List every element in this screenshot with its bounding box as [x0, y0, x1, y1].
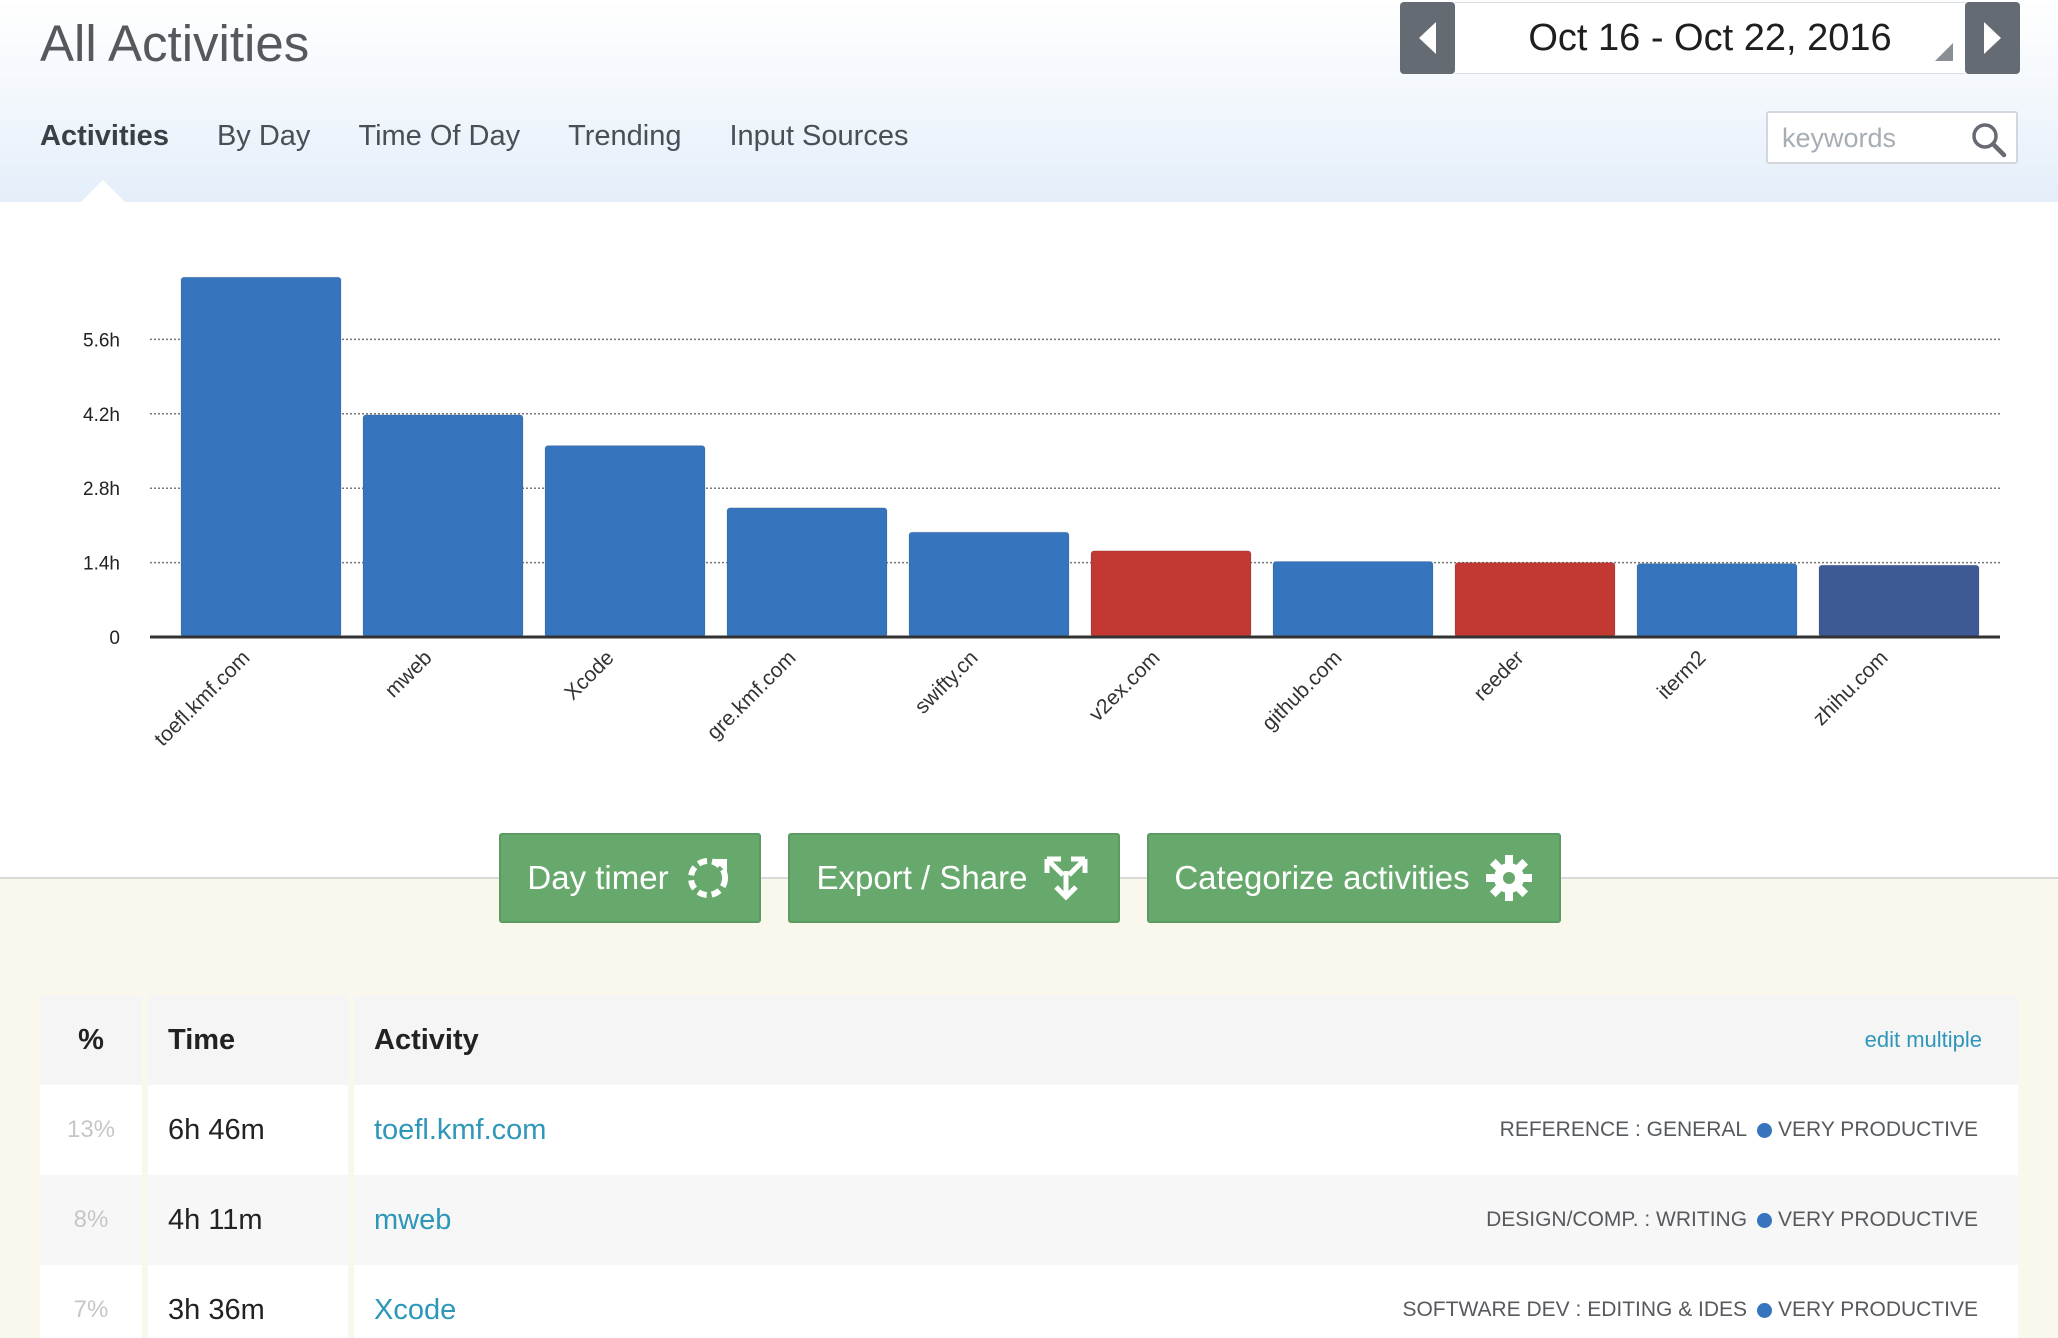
bar-swifty-cn [908, 531, 1070, 638]
table-row: 13% 6h 46m toefl.kmf.com REFERENCE : GEN… [40, 1085, 2018, 1175]
y-tick-label: 5.6h [83, 330, 120, 351]
y-tick-label: 2.8h [83, 479, 120, 500]
x-tick-label: mweb [381, 646, 437, 702]
previous-week-button[interactable] [1400, 2, 1455, 74]
x-tick-label: Xcode [560, 646, 618, 704]
percent-column-header[interactable]: % [40, 995, 142, 1085]
table-row: 8% 4h 11m mweb DESIGN/COMP. : WRITING VE… [40, 1175, 2018, 1265]
edit-multiple-link[interactable]: edit multiple [1864, 1027, 1982, 1052]
category-label: REFERENCE : GENERAL [1499, 1118, 1748, 1141]
time-value: 4h 11m [168, 1203, 263, 1236]
bar-toefl-kmf-com [180, 276, 342, 638]
productivity-label: VERY PRODUCTIVE [1778, 1208, 1978, 1231]
x-tick-label: reeder [1469, 646, 1528, 705]
categorize-activities-button[interactable]: Categorize activities [1147, 833, 1561, 923]
date-range-navigator: Oct 16 - Oct 22, 2016 [1400, 2, 2020, 74]
next-week-button[interactable] [1965, 2, 2020, 74]
gear-icon [1485, 855, 1532, 901]
productivity-label: VERY PRODUCTIVE [1778, 1298, 1978, 1321]
date-range-picker[interactable]: Oct 16 - Oct 22, 2016 [1455, 2, 1965, 74]
y-tick-label: 1.4h [83, 554, 120, 575]
percent-cell: 13% [40, 1085, 142, 1175]
productivity-dot-icon [1757, 1122, 1773, 1138]
x-tick-label: github.com [1258, 646, 1347, 735]
percent-value: 8% [73, 1206, 109, 1233]
bar-reeder [1454, 562, 1616, 638]
bar-Xcode [544, 445, 706, 638]
activity-link[interactable]: mweb [374, 1203, 452, 1236]
x-tick-label: gre.kmf.com [703, 646, 801, 744]
time-column-header[interactable]: Time [148, 995, 348, 1085]
activities-bar-chart: 0 1.4h 2.8h 4.2h 5.6h toefl.kmf.com mweb Xcode g… [83, 276, 2000, 751]
percent-value: 7% [73, 1296, 109, 1323]
bar-gre-kmf-com [726, 507, 888, 638]
bar-iterm2 [1636, 563, 1798, 638]
tab-trending[interactable]: Trending [568, 120, 682, 152]
category-info[interactable]: SOFTWARE DEV : EDITING & IDES VERY PRODU… [1402, 1298, 1978, 1322]
categorize-activities-label: Categorize activities [1174, 859, 1470, 896]
bar-github-com [1272, 561, 1434, 638]
refresh-icon [687, 858, 728, 898]
day-timer-button[interactable]: Day timer [499, 833, 761, 923]
x-tick-label: zhihu.com [1809, 646, 1893, 730]
activity-link[interactable]: Xcode [374, 1293, 457, 1326]
tab-input-sources[interactable]: Input Sources [729, 120, 909, 152]
tab-by-day[interactable]: By Day [216, 120, 311, 152]
report-tabs: Activities By Day Time Of Day Trending I… [40, 120, 956, 153]
y-tick-label: 0 [109, 628, 120, 649]
active-tab-pointer [81, 180, 125, 202]
search-input[interactable] [1782, 121, 1962, 155]
x-tick-label: iterm2 [1653, 646, 1711, 704]
export-share-button[interactable]: Export / Share [788, 833, 1120, 923]
time-value: 6h 46m [168, 1113, 265, 1146]
x-tick-label: swifty.cn [910, 646, 982, 718]
share-icon [1044, 856, 1088, 901]
activity-cell: Xcode SOFTWARE DEV : EDITING & IDES VERY… [354, 1265, 2018, 1338]
table-header-row: % Time Activity edit multiple [40, 995, 2018, 1085]
bar-zhihu-com [1818, 564, 1980, 638]
chevron-left-icon [1419, 22, 1436, 54]
time-cell: 3h 36m [148, 1265, 348, 1338]
resize-corner-icon [1935, 43, 1953, 61]
bar-v2ex-com [1090, 550, 1252, 638]
category-info[interactable]: DESIGN/COMP. : WRITING VERY PRODUCTIVE [1486, 1208, 1978, 1232]
activity-cell: toefl.kmf.com REFERENCE : GENERAL VERY P… [354, 1085, 2018, 1175]
productivity-label: VERY PRODUCTIVE [1778, 1118, 1978, 1141]
date-range-label: Oct 16 - Oct 22, 2016 [1528, 16, 1892, 59]
search-box [1766, 111, 2018, 164]
day-timer-label: Day timer [527, 859, 669, 896]
table-row: 7% 3h 36m Xcode SOFTWARE DEV : EDITING &… [40, 1265, 2018, 1338]
percent-value: 13% [66, 1116, 116, 1143]
time-cell: 6h 46m [148, 1085, 348, 1175]
category-info[interactable]: REFERENCE : GENERAL VERY PRODUCTIVE [1500, 1118, 1978, 1142]
productivity-dot-icon [1757, 1302, 1773, 1318]
activity-link[interactable]: toefl.kmf.com [374, 1113, 547, 1146]
time-value: 3h 36m [168, 1293, 265, 1326]
activity-cell: mweb DESIGN/COMP. : WRITING VERY PRODUCT… [354, 1175, 2018, 1265]
activity-column-header[interactable]: Activity edit multiple [354, 995, 2018, 1085]
percent-cell: 7% [40, 1265, 142, 1338]
header: All Activities Oct 16 - Oct 22, 2016 Act… [0, 0, 2058, 202]
chevron-right-icon [1984, 22, 2001, 54]
percent-cell: 8% [40, 1175, 142, 1265]
export-share-label: Export / Share [816, 859, 1028, 896]
search-icon[interactable] [1970, 121, 2008, 159]
page-title: All Activities [40, 15, 310, 72]
x-tick-label: v2ex.com [1085, 646, 1165, 726]
tab-activities[interactable]: Activities [40, 120, 169, 152]
tab-time-of-day[interactable]: Time Of Day [358, 120, 521, 152]
activity-header-label: Activity [374, 1023, 479, 1056]
productivity-dot-icon [1757, 1212, 1773, 1228]
x-tick-label: toefl.kmf.com [150, 646, 255, 751]
bar-mweb [362, 414, 524, 638]
category-label: SOFTWARE DEV : EDITING & IDES [1402, 1298, 1748, 1321]
time-cell: 4h 11m [148, 1175, 348, 1265]
category-label: DESIGN/COMP. : WRITING [1486, 1208, 1748, 1231]
y-tick-label: 4.2h [83, 405, 120, 426]
